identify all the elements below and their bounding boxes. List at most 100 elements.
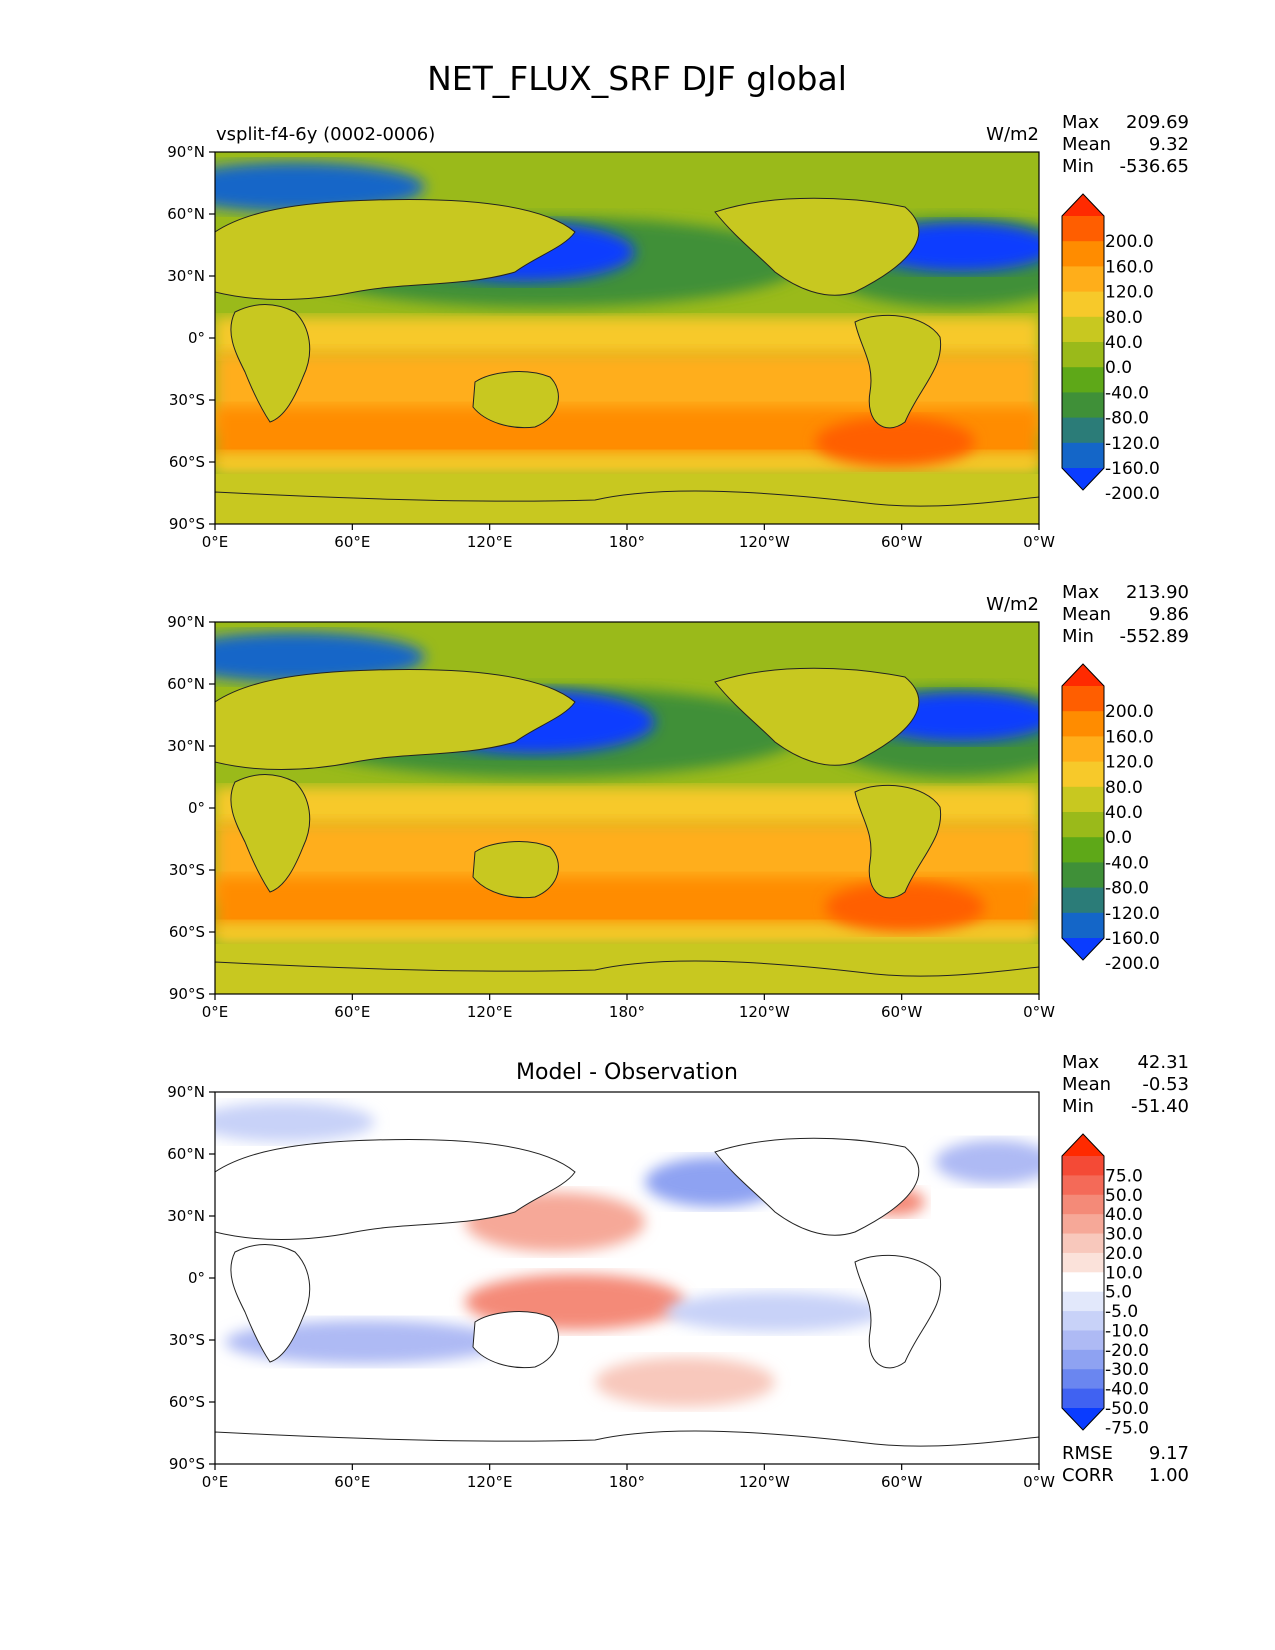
panel-center-title: Model - Observation [516,1060,738,1085]
stat-value: -536.65 [1120,156,1189,177]
colorbar-level-label: -200.0 [1105,954,1160,974]
y-tick-label: 30°N [167,737,205,755]
map-panel-test [214,151,1040,525]
colorbar-segment [1062,736,1104,763]
stat-value: 9.17 [1149,1443,1189,1464]
colorbar-segment [1062,1291,1104,1312]
generated-chart-marks: 0°E 60°E 120°E 180° 120°W 60°W 0°W 90°N 60°N 30°N… [167,112,1189,1491]
stat-value: 209.69 [1126,112,1189,133]
colorbar-outline [1061,1133,1105,1431]
colorbar-segment [1062,1272,1104,1293]
stat-label: Max [1062,582,1100,603]
colorbar-outline [1061,193,1105,491]
colorbar-level-label: -40.0 [1105,1380,1149,1400]
colorbar-level-label: 120.0 [1105,283,1154,303]
stat-value: 9.32 [1149,134,1189,155]
colorbar-segment [1062,1214,1104,1235]
colorbar-level-label: -120.0 [1105,904,1160,924]
stat-label: RMSE [1062,1443,1113,1464]
y-tick-label: 60°S [169,453,205,471]
colorbar-outline [1061,663,1105,961]
colorbar-segment [1062,417,1104,444]
stat-value: 42.31 [1137,1052,1189,1073]
colorbar-extend-max [1062,1134,1104,1156]
colorbar-level-label: 200.0 [1105,702,1154,722]
stat-value: -0.53 [1142,1074,1189,1095]
y-tick-label: 0° [188,1269,205,1287]
stat-value: -51.40 [1131,1096,1189,1117]
colorbar-segment [1062,1330,1104,1351]
stat-label: CORR [1062,1465,1114,1486]
colorbar-level-label: -200.0 [1105,484,1160,504]
contour-nordic-seas [215,162,425,212]
colorbar-level-label: -160.0 [1105,929,1160,949]
colorbar-level-label: -160.0 [1105,459,1160,479]
colorbar-segment [1062,241,1104,267]
x-tick-label: 120°E [467,1003,513,1021]
colorbar-extend-max [1062,194,1104,216]
y-tick-label: 90°S [169,515,205,533]
colorbar-level-label: -30.0 [1105,1360,1149,1380]
y-tick-label: 90°N [167,1083,205,1101]
x-tick-label: 0°W [1023,533,1055,551]
colorbar-segment [1062,442,1104,469]
colorbar-level-label: 0.0 [1105,828,1132,848]
colorbar-level-label: 40.0 [1105,803,1143,823]
colorbar-segment [1062,1233,1104,1254]
figure-title: NET_FLUX_SRF DJF global [427,59,847,98]
x-tick-label: 0°W [1023,1473,1055,1491]
colorbar-level-label: 40.0 [1105,1205,1143,1225]
contour-negative-nordic [215,1102,375,1142]
colorbar-segment [1062,1156,1104,1176]
x-tick-label: 60°E [334,1473,370,1491]
colorbar-level-label: -40.0 [1105,383,1149,403]
colorbar-segment [1062,1349,1104,1370]
x-tick-label: 180° [609,533,645,551]
colorbar-level-label: -50.0 [1105,1399,1149,1419]
colorbar-segment [1062,392,1104,419]
stat-value: 1.00 [1149,1465,1189,1486]
x-tick-label: 180° [609,1473,645,1491]
x-tick-label: 0°E [202,533,229,551]
contour-south-atlantic-max [815,417,975,467]
x-tick-label: 120°W [739,1003,790,1021]
colorbar-level-label: -80.0 [1105,409,1149,429]
contour-nordic-seas [215,632,425,682]
colorbar-segment [1062,291,1104,318]
colorbar-segment [1062,1194,1104,1215]
stat-label: Max [1062,1052,1100,1073]
colorbar-level-label: 5.0 [1105,1283,1132,1303]
stat-label: Min [1062,626,1094,647]
x-tick-label: 120°E [467,1473,513,1491]
map-panel-reference [214,621,1040,995]
map-panel-difference [214,1091,1040,1465]
colorbar-segment [1062,887,1104,914]
stat-value: -552.89 [1120,626,1189,647]
x-tick-label: 0°W [1023,1003,1055,1021]
colorbar-level-label: 30.0 [1105,1225,1143,1245]
x-tick-label: 60°W [881,1003,923,1021]
x-tick-label: 60°E [334,533,370,551]
x-tick-label: 60°W [881,533,923,551]
colorbar-segment [1062,1311,1104,1332]
y-tick-label: 60°N [167,1145,205,1163]
stat-label: Min [1062,156,1094,177]
contour-negative-east-pacific [665,1292,885,1332]
contour-negative-atlantic [935,1140,1039,1184]
colorbar-segment [1062,862,1104,889]
stat-label: Mean [1062,604,1111,625]
colorbar-segment [1062,1388,1104,1409]
colorbar-level-label: 120.0 [1105,753,1154,773]
x-tick-label: 120°W [739,533,790,551]
x-tick-label: 120°E [467,533,513,551]
colorbar-level-label: 0.0 [1105,358,1132,378]
y-tick-label: 60°N [167,205,205,223]
y-tick-label: 60°S [169,923,205,941]
colorbar-segment [1062,837,1104,863]
colorbar-level-label: -75.0 [1105,1418,1149,1438]
contour-south-atlantic-max [825,882,985,932]
contour-antarctic-edge [215,922,1039,944]
colorbar-level-label: -120.0 [1105,434,1160,454]
x-tick-label: 180° [609,1003,645,1021]
colorbar-level-label: -5.0 [1105,1302,1138,1322]
